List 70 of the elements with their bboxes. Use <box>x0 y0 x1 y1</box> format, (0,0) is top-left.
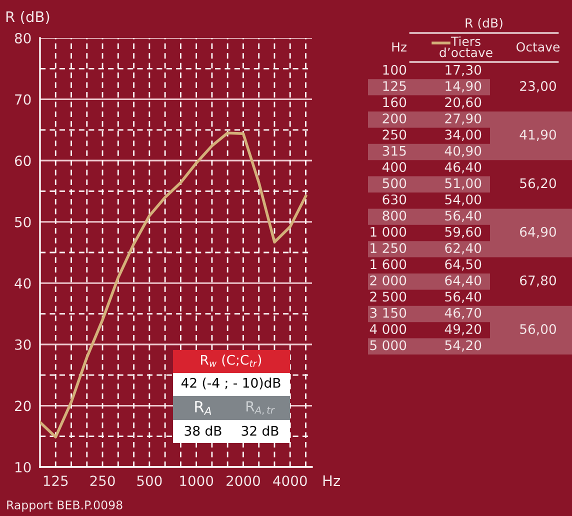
annotation: R$_{A}$ <box>195 401 212 415</box>
text: 64,90 <box>520 226 556 238</box>
y-tick-label: 10 <box>16 462 31 472</box>
y-tick-label: 50 <box>15 216 31 228</box>
text: 56,20 <box>520 178 556 190</box>
text: 500 <box>382 178 406 188</box>
text: 56,00 <box>520 324 556 336</box>
text: 40,90 <box>444 146 482 158</box>
text: 100 <box>383 64 406 75</box>
annotation: 32 dB <box>242 426 278 436</box>
x-axis-title: Hz <box>323 475 340 486</box>
text: Rapport BEB.P.0098 <box>7 500 122 512</box>
text: 2 500 <box>370 292 406 302</box>
annotation: 38 dB <box>184 426 222 436</box>
text: 1 250 <box>370 243 406 254</box>
text: 2 000 <box>370 275 406 286</box>
text: 1 600 <box>370 259 406 270</box>
text: 800 <box>382 210 406 221</box>
text: Octave <box>516 42 560 52</box>
text: 630 <box>382 194 406 204</box>
text: 67,80 <box>520 275 556 287</box>
text: 400 <box>382 162 406 172</box>
x-tick-label: 500 <box>137 476 162 486</box>
text: 54,00 <box>445 194 482 206</box>
text: 27,90 <box>445 113 482 125</box>
x-tick-label: 250 <box>90 476 115 486</box>
text: 49,20 <box>444 324 482 336</box>
y-tick-label: 40 <box>14 278 31 289</box>
text: R (dB) <box>466 18 502 30</box>
y-tick-label: 20 <box>15 400 31 412</box>
line-series <box>40 132 308 438</box>
text: 46,40 <box>444 162 482 174</box>
text: 200 <box>382 113 406 124</box>
y-tick-label: 30 <box>15 339 31 350</box>
annotation: R$_{w}$ (C;C$_{tr}$) <box>201 354 262 367</box>
text: 315 <box>382 146 406 156</box>
text: 56,40 <box>445 210 482 222</box>
text: 4 000 <box>370 324 406 334</box>
text: 54,20 <box>445 340 482 352</box>
text: 59,60 <box>445 226 482 238</box>
x-tick-label: 2000 <box>226 476 260 486</box>
y-tick-label: 70 <box>15 94 31 105</box>
text: 41,90 <box>520 130 556 141</box>
x-tick-label: 4000 <box>273 476 307 486</box>
text: 46,70 <box>444 308 482 320</box>
text: 125 <box>383 81 406 92</box>
y-axis-title: R (dB) <box>6 10 50 24</box>
text: 64,40 <box>445 275 482 287</box>
text: 17,30 <box>446 64 482 76</box>
annotation: 42 (-4 ; - 10)dB <box>181 378 280 390</box>
y-tick-label: 60 <box>14 156 31 166</box>
x-tick-label: 125 <box>44 476 68 486</box>
text: Hz <box>392 42 406 52</box>
legend-label: Tiers d’octave <box>440 36 492 58</box>
text: 56,40 <box>445 292 482 303</box>
text: 5 000 <box>370 340 406 350</box>
text: 1 000 <box>370 226 406 237</box>
text: 23,00 <box>520 81 556 92</box>
text: 34,00 <box>445 130 482 141</box>
text: 3 150 <box>370 308 406 318</box>
text: 20,60 <box>445 97 482 109</box>
text: 51,00 <box>445 178 482 190</box>
text: 14,90 <box>446 81 482 92</box>
x-tick-label: 1000 <box>180 476 214 486</box>
text: 64,50 <box>445 259 482 271</box>
text: 160 <box>383 97 406 108</box>
text: 62,40 <box>445 243 482 254</box>
annotation: R$_{A,tr}$ <box>246 401 275 415</box>
y-tick-label: 80 <box>14 32 31 44</box>
text: 250 <box>382 130 406 140</box>
